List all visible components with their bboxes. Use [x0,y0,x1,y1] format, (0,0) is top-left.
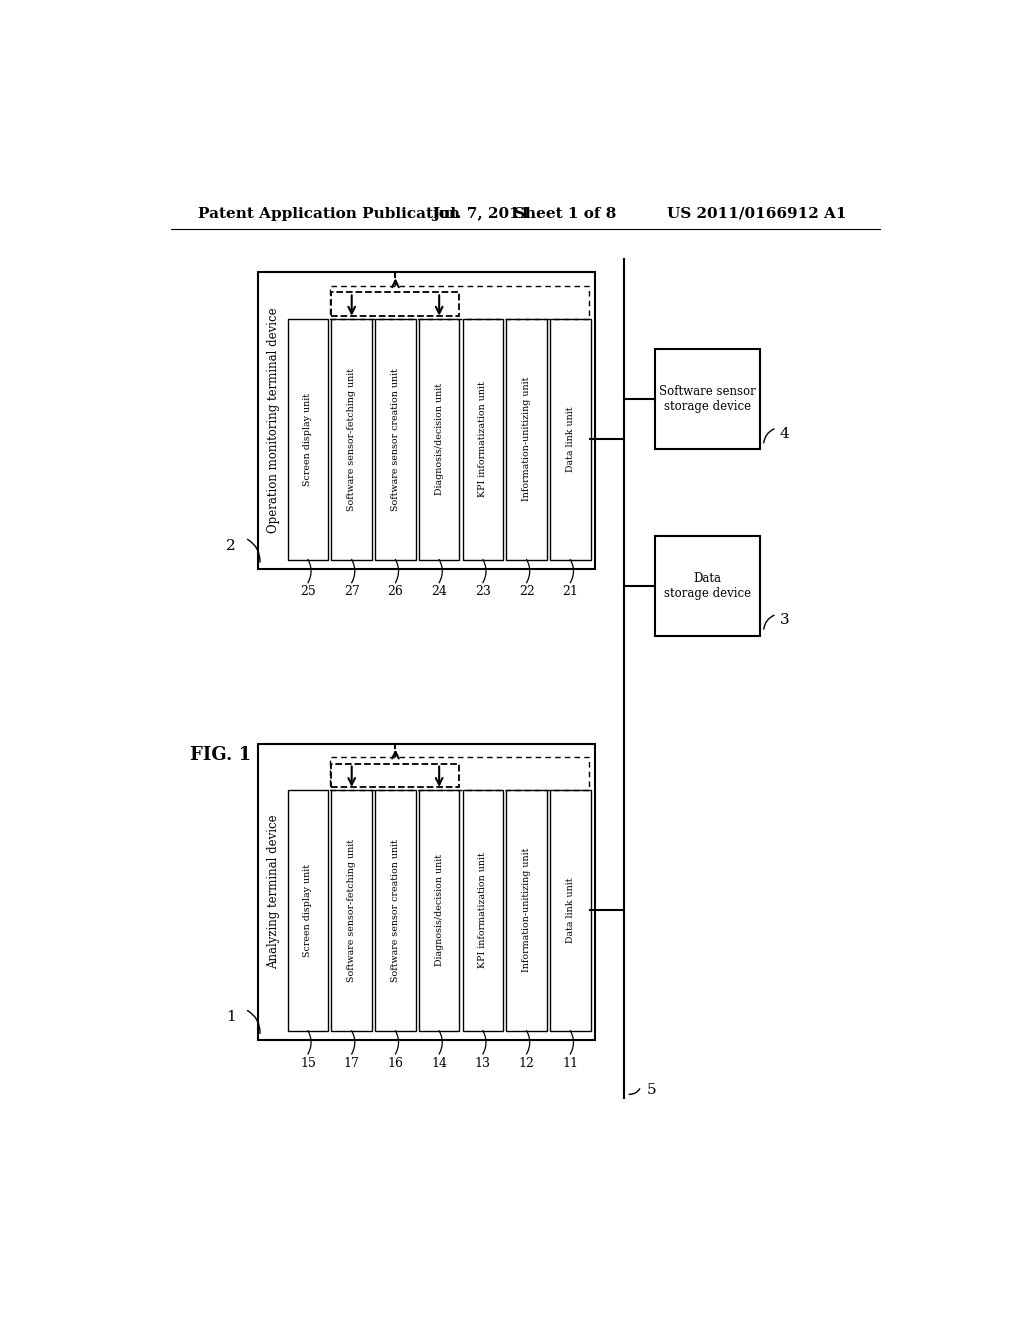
Bar [332,293,460,317]
Bar [332,763,460,788]
Text: 3: 3 [779,614,790,627]
Text: 11: 11 [562,1056,579,1069]
Text: Patent Application Publication: Patent Application Publication [198,207,460,220]
Text: 21: 21 [562,585,579,598]
Text: 26: 26 [387,585,403,598]
Text: Diagnosis/decision unit: Diagnosis/decision unit [434,854,443,966]
Text: Screen display unit: Screen display unit [303,392,312,486]
Bar [506,318,547,560]
Text: 27: 27 [344,585,359,598]
Bar [258,272,595,569]
Text: Diagnosis/decision unit: Diagnosis/decision unit [434,383,443,495]
Bar [332,789,372,1031]
Text: Software sensor creation unit: Software sensor creation unit [391,840,400,982]
Bar [330,758,589,789]
Bar [550,318,591,560]
Text: Operation monitoring terminal device: Operation monitoring terminal device [267,308,281,533]
Bar [330,286,589,318]
Text: 13: 13 [475,1056,490,1069]
Text: 17: 17 [344,1056,359,1069]
Text: 14: 14 [431,1056,447,1069]
Bar [655,536,760,636]
Text: Software sensor-fetching unit: Software sensor-fetching unit [347,367,356,511]
Text: 12: 12 [519,1056,535,1069]
Bar [332,318,372,560]
Bar [463,318,503,560]
Text: Data link unit: Data link unit [566,407,574,471]
Text: Jul. 7, 2011: Jul. 7, 2011 [432,207,531,220]
Text: 1: 1 [226,1010,236,1024]
Text: 25: 25 [300,585,315,598]
Text: 16: 16 [387,1056,403,1069]
Text: 2: 2 [226,539,236,553]
Text: Information-unitizing unit: Information-unitizing unit [522,849,531,973]
Text: 15: 15 [300,1056,315,1069]
Text: FIG. 1: FIG. 1 [190,746,251,764]
Bar [419,789,460,1031]
Text: 5: 5 [646,1084,656,1097]
Text: Software sensor-fetching unit: Software sensor-fetching unit [347,838,356,982]
Bar [463,789,503,1031]
Text: Software sensor creation unit: Software sensor creation unit [391,368,400,511]
Bar [419,318,460,560]
Text: Information-unitizing unit: Information-unitizing unit [522,378,531,502]
Text: 22: 22 [519,585,535,598]
Text: KPI informatization unit: KPI informatization unit [478,381,487,496]
Text: Software sensor
storage device: Software sensor storage device [658,385,756,413]
Text: KPI informatization unit: KPI informatization unit [478,853,487,968]
Text: 4: 4 [779,428,790,441]
Text: Data link unit: Data link unit [566,878,574,942]
Text: 23: 23 [475,585,490,598]
Text: US 2011/0166912 A1: US 2011/0166912 A1 [667,207,846,220]
Bar [550,789,591,1031]
Bar [258,743,595,1040]
Bar [375,318,416,560]
Text: Data
storage device: Data storage device [664,572,751,599]
Bar [375,789,416,1031]
Bar [655,350,760,449]
Bar [288,789,329,1031]
Text: Screen display unit: Screen display unit [303,863,312,957]
Text: Sheet 1 of 8: Sheet 1 of 8 [514,207,616,220]
Text: Analyzing terminal device: Analyzing terminal device [267,814,281,969]
Bar [288,318,329,560]
Text: 24: 24 [431,585,447,598]
Bar [506,789,547,1031]
